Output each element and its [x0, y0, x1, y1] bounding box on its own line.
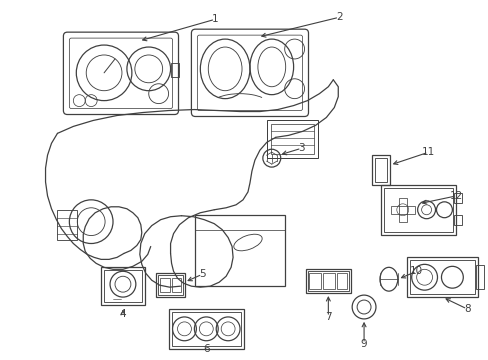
Bar: [398, 198, 406, 222]
Text: 11: 11: [421, 147, 434, 157]
Text: 6: 6: [203, 344, 209, 354]
Bar: [309, 273, 321, 289]
Bar: [168, 309, 244, 349]
Bar: [104, 270, 142, 302]
Bar: [57, 210, 77, 239]
Text: 5: 5: [199, 269, 205, 279]
Bar: [406, 257, 477, 297]
Text: 4: 4: [120, 309, 126, 319]
Bar: [101, 267, 144, 305]
Bar: [266, 121, 318, 158]
Bar: [195, 215, 284, 286]
Bar: [380, 185, 455, 235]
Text: 9: 9: [360, 339, 366, 349]
Bar: [337, 273, 346, 289]
Bar: [157, 275, 183, 295]
Bar: [383, 188, 452, 231]
Text: 3: 3: [298, 143, 304, 153]
Bar: [409, 260, 474, 294]
Text: 10: 10: [409, 266, 422, 276]
Bar: [170, 63, 178, 77]
Text: 1: 1: [211, 14, 218, 24]
Bar: [453, 193, 461, 203]
Bar: [307, 271, 348, 291]
Text: 12: 12: [449, 191, 462, 201]
Text: 7: 7: [325, 312, 331, 322]
Bar: [171, 312, 241, 346]
Bar: [171, 278, 181, 292]
Bar: [390, 206, 414, 214]
Bar: [305, 269, 350, 293]
Bar: [160, 278, 169, 292]
Bar: [475, 265, 483, 289]
Bar: [155, 273, 185, 297]
Bar: [270, 125, 314, 154]
Bar: [453, 215, 461, 225]
Text: 2: 2: [335, 12, 342, 22]
Bar: [371, 155, 389, 185]
Bar: [374, 158, 386, 182]
Bar: [323, 273, 335, 289]
Text: 8: 8: [463, 304, 469, 314]
